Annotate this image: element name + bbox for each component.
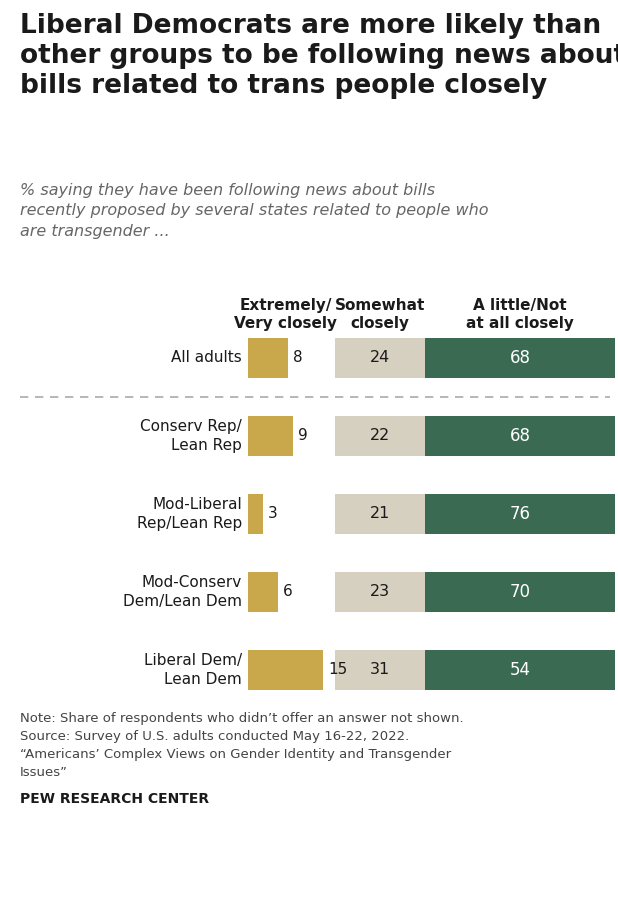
Text: Conserv Rep/
Lean Rep: Conserv Rep/ Lean Rep (140, 420, 242, 453)
Text: 9: 9 (298, 429, 308, 443)
Text: 54: 54 (509, 661, 530, 679)
Bar (335, 494, 425, 534)
Text: 15: 15 (328, 663, 347, 677)
Bar (425, 416, 615, 456)
Bar (335, 572, 425, 612)
Text: % saying they have been following news about bills
recently proposed by several : % saying they have been following news a… (20, 183, 488, 239)
Bar (425, 650, 615, 690)
Bar (248, 572, 278, 612)
Text: All adults: All adults (171, 351, 242, 365)
Bar (248, 650, 323, 690)
Text: 22: 22 (370, 429, 390, 443)
Text: 68: 68 (509, 427, 530, 445)
Text: 76: 76 (509, 505, 530, 523)
Bar (335, 338, 425, 378)
Text: Liberal Democrats are more likely than
other groups to be following news about
b: Liberal Democrats are more likely than o… (20, 13, 618, 99)
Bar (425, 572, 615, 612)
Text: 23: 23 (370, 585, 390, 599)
Text: Liberal Dem/
Lean Dem: Liberal Dem/ Lean Dem (144, 654, 242, 687)
Text: 21: 21 (370, 507, 390, 521)
Bar (425, 494, 615, 534)
Text: 68: 68 (509, 349, 530, 367)
Text: 31: 31 (370, 663, 390, 677)
Text: 24: 24 (370, 351, 390, 365)
Bar (248, 416, 293, 456)
Text: Mod-Liberal
Rep/Lean Rep: Mod-Liberal Rep/Lean Rep (137, 498, 242, 531)
Text: 3: 3 (268, 507, 277, 521)
Bar (425, 338, 615, 378)
Text: Note: Share of respondents who didn’t offer an answer not shown.
Source: Survey : Note: Share of respondents who didn’t of… (20, 712, 464, 779)
Text: 70: 70 (509, 583, 530, 601)
Bar (248, 494, 263, 534)
Bar (335, 416, 425, 456)
Bar (335, 650, 425, 690)
Text: A little/Not
at all closely: A little/Not at all closely (466, 298, 574, 331)
Text: PEW RESEARCH CENTER: PEW RESEARCH CENTER (20, 792, 209, 806)
Text: Somewhat
closely: Somewhat closely (335, 298, 425, 331)
Text: 6: 6 (283, 585, 293, 599)
Text: Extremely/
Very closely: Extremely/ Very closely (234, 298, 337, 331)
Bar (248, 338, 288, 378)
Text: 8: 8 (293, 351, 303, 365)
Text: Mod-Conserv
Dem/Lean Dem: Mod-Conserv Dem/Lean Dem (123, 576, 242, 609)
